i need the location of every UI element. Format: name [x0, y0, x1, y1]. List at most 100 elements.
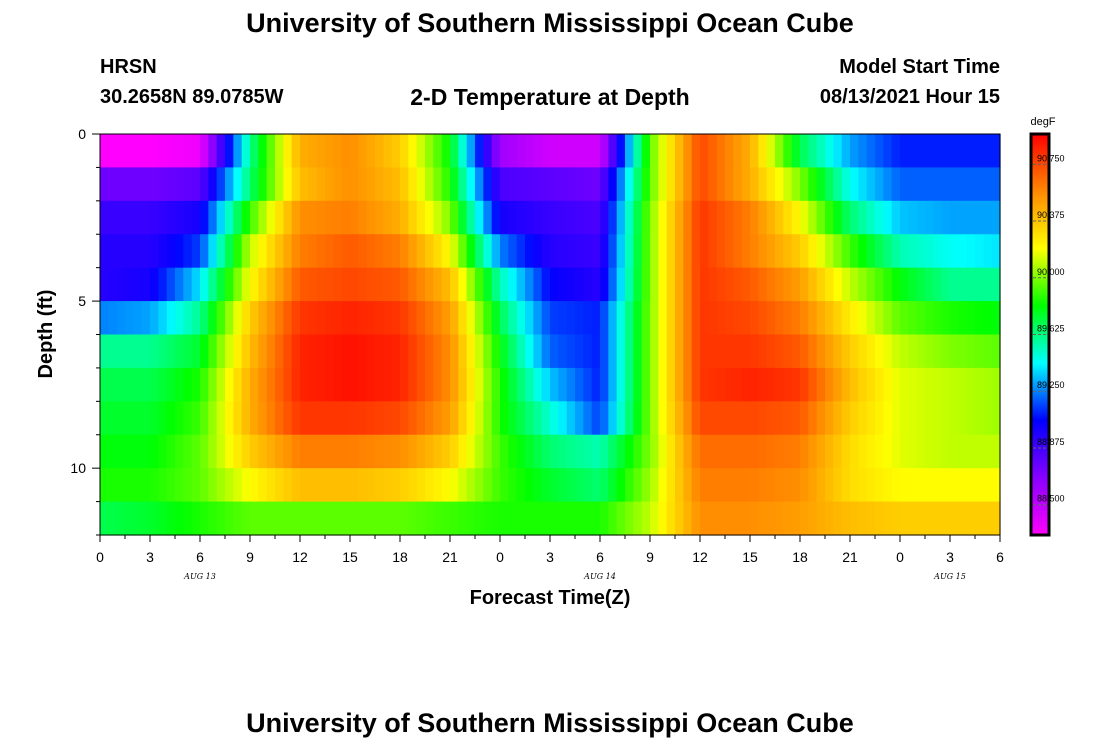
- heatmap-cell: [833, 434, 843, 469]
- heatmap-cell: [975, 301, 984, 336]
- heatmap-cell: [933, 468, 943, 503]
- heatmap-cell: [141, 334, 151, 369]
- heatmap-cell: [191, 501, 201, 536]
- heatmap-cell: [291, 334, 301, 369]
- heatmap-cell: [508, 501, 518, 536]
- heatmap-cell: [466, 234, 476, 269]
- heatmap-cell: [150, 200, 159, 235]
- heatmap-cell: [908, 468, 918, 503]
- heatmap-cell: [908, 434, 918, 469]
- heatmap-cell: [650, 401, 659, 436]
- heatmap-cell: [858, 234, 868, 269]
- heatmap-cell: [875, 468, 884, 503]
- heatmap-cell: [675, 301, 684, 336]
- heatmap-cell: [591, 167, 601, 202]
- heatmap-cell: [516, 167, 526, 202]
- heatmap-cell: [525, 401, 534, 436]
- heatmap-cell: [208, 134, 218, 169]
- heatmap-cell: [216, 200, 226, 235]
- heatmap-cell: [816, 367, 826, 402]
- heatmap-cell: [666, 334, 676, 369]
- heatmap-cell: [291, 468, 301, 503]
- heatmap-cell: [350, 267, 359, 302]
- heatmap-cell: [875, 367, 884, 402]
- page-title: University of Southern Mississippi Ocean…: [246, 8, 854, 38]
- heatmap-cell: [608, 434, 618, 469]
- colorbar-tick-label: 88.500: [1037, 494, 1065, 504]
- heatmap-cell: [175, 134, 184, 169]
- heatmap-cell: [891, 367, 901, 402]
- heatmap-cell: [383, 468, 393, 503]
- heatmap-cell: [950, 167, 959, 202]
- heatmap-cell: [950, 468, 959, 503]
- heatmap-cell: [941, 434, 951, 469]
- heatmap-cell: [533, 367, 543, 402]
- heatmap-cell: [500, 267, 509, 302]
- heatmap-cell: [783, 134, 793, 169]
- heatmap-cell: [825, 468, 834, 503]
- heatmap-cell: [458, 134, 468, 169]
- heatmap-cell: [883, 134, 893, 169]
- heatmap-cell: [550, 367, 559, 402]
- heatmap-cell: [683, 234, 693, 269]
- heatmap-cell: [658, 200, 668, 235]
- heatmap-cell: [708, 468, 718, 503]
- heatmap-cell: [258, 301, 268, 336]
- heatmap-cell: [816, 501, 826, 536]
- heatmap-cell: [525, 434, 534, 469]
- heatmap-cell: [508, 434, 518, 469]
- heatmap-cell: [958, 134, 968, 169]
- heatmap-cell: [233, 334, 243, 369]
- heatmap-cell: [358, 367, 368, 402]
- heatmap-cell: [533, 134, 543, 169]
- heatmap-cell: [100, 134, 109, 169]
- heatmap-cell: [491, 167, 501, 202]
- heatmap-cell: [108, 167, 118, 202]
- heatmap-cell: [158, 334, 168, 369]
- heatmap-cell: [633, 468, 643, 503]
- heatmap-cell: [616, 167, 626, 202]
- heatmap-cell: [550, 200, 559, 235]
- heatmap-cell: [133, 468, 143, 503]
- heatmap-cell: [158, 200, 168, 235]
- heatmap-cell: [175, 434, 184, 469]
- heatmap-cell: [366, 267, 376, 302]
- heatmap-cell: [216, 267, 226, 302]
- heatmap-cell: [900, 167, 909, 202]
- heatmap-cell: [958, 401, 968, 436]
- heatmap-cell: [116, 200, 126, 235]
- heatmap-cell: [416, 334, 426, 369]
- heatmap-cell: [658, 134, 668, 169]
- heatmap-cell: [533, 167, 543, 202]
- heatmap-cell: [166, 200, 176, 235]
- heatmap-cell: [641, 367, 651, 402]
- heatmap-cell: [333, 334, 343, 369]
- heatmap-cell: [658, 501, 668, 536]
- heatmap-cell: [991, 334, 1001, 369]
- heatmap-cell: [166, 334, 176, 369]
- heatmap-cell: [366, 501, 376, 536]
- heatmap-cell: [150, 301, 159, 336]
- heatmap-cell: [841, 501, 851, 536]
- heatmap-cell: [283, 134, 293, 169]
- heatmap-cell: [633, 167, 643, 202]
- heatmap-cell: [166, 434, 176, 469]
- colorbar-tick-label: 90.375: [1037, 210, 1065, 220]
- heatmap-cell: [725, 167, 734, 202]
- heatmap-cell: [508, 234, 518, 269]
- heatmap-cell: [675, 234, 684, 269]
- heatmap-cell: [991, 468, 1001, 503]
- heatmap-cell: [833, 167, 843, 202]
- heatmap-cell: [475, 267, 484, 302]
- heatmap-cell: [183, 134, 193, 169]
- heatmap-cell: [550, 301, 559, 336]
- heatmap-cell: [975, 267, 984, 302]
- heatmap-cell: [858, 367, 868, 402]
- heatmap-cell: [466, 167, 476, 202]
- heatmap-cell: [341, 234, 351, 269]
- heatmap-cell: [483, 167, 493, 202]
- heatmap-cell: [433, 134, 443, 169]
- heatmap-cell: [566, 468, 576, 503]
- heatmap-cell: [316, 401, 326, 436]
- heatmap-cell: [258, 234, 268, 269]
